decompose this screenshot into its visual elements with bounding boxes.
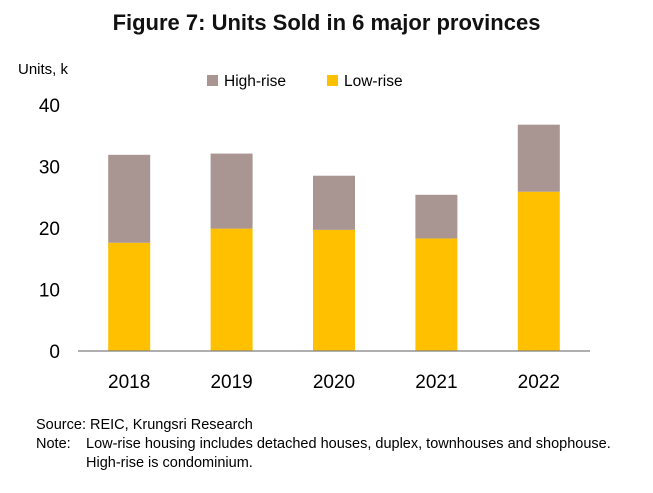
bar-high-rise <box>313 175 355 230</box>
legend-label: High-rise <box>224 73 286 90</box>
chart-plot: Units, k 0 10 20 30 40 High-rise Low-rise 2018 20… <box>18 61 590 393</box>
chart-title: Figure 7: Units Sold in 6 major province… <box>112 10 541 35</box>
bar-low-rise <box>415 238 458 351</box>
bar-low-rise <box>210 228 253 351</box>
bar-high-rise <box>210 153 253 229</box>
y-axis-label: Units, k <box>18 61 69 78</box>
note-row: Note: Low-rise housing includes detached… <box>36 435 611 454</box>
note-line-1: Low-rise housing includes detached house… <box>86 436 611 452</box>
x-tick-label: 2021 <box>415 372 457 393</box>
y-tick-label: 30 <box>39 158 60 179</box>
y-tick-label: 0 <box>49 342 60 363</box>
note-label: Note: <box>36 436 71 452</box>
bar-low-rise <box>108 242 151 351</box>
legend-swatch <box>207 75 218 86</box>
x-tick-label: 2018 <box>108 372 150 393</box>
legend-label: Low-rise <box>344 73 403 90</box>
y-tick-label: 40 <box>39 96 60 117</box>
chart-notes: Source: REIC, Krungsri Research Note: Lo… <box>36 416 611 473</box>
y-tick-label: 10 <box>39 281 60 302</box>
legend-swatch <box>327 75 338 86</box>
bar-high-rise <box>108 154 151 243</box>
note-line-2: High-rise is condominium. <box>86 455 253 471</box>
x-tick-label: 2022 <box>518 372 560 393</box>
bar-high-rise <box>517 124 560 192</box>
bar-high-rise <box>415 194 458 239</box>
source-text: Source: REIC, Krungsri Research <box>36 417 253 433</box>
x-tick-label: 2020 <box>313 372 355 393</box>
bar-low-rise <box>313 229 355 351</box>
bar-low-rise <box>517 191 560 351</box>
x-tick-label: 2019 <box>210 372 252 393</box>
y-tick-label: 20 <box>39 219 60 240</box>
